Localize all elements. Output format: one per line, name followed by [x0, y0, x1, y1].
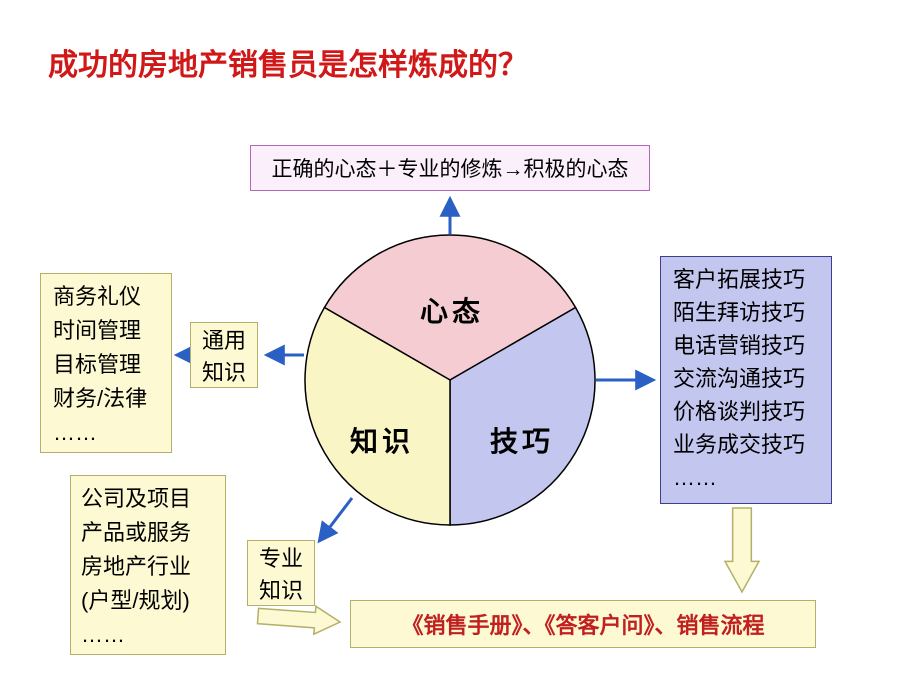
- box-pro-knowledge: 专业知识: [247, 540, 315, 606]
- box-line: 知识: [202, 355, 246, 387]
- pie-slice-label: 知识: [350, 420, 414, 460]
- box-left-topics: 商务礼仪时间管理目标管理财务/法律……: [40, 273, 172, 453]
- box-line: 产品或服务: [81, 516, 191, 550]
- box-line: 交流沟通技巧: [673, 362, 805, 395]
- box-line: 电话营销技巧: [673, 329, 805, 362]
- box-line: 业务成交技巧: [673, 428, 805, 461]
- pie-slice: [305, 308, 450, 526]
- box-line: 公司及项目: [81, 482, 191, 516]
- block-arrow: [725, 508, 759, 592]
- block-arrow: [257, 606, 340, 634]
- box-top-attitude: 正确的心态＋专业的修炼→积极的心态: [250, 145, 650, 191]
- box-line: 价格谈判技巧: [673, 395, 805, 428]
- arrow: [320, 498, 352, 540]
- box-bottom-docs: 《销售手册》、《答客户问》、销售流程: [350, 600, 816, 648]
- box-line: (户型/规划): [81, 584, 190, 618]
- box-line: 专业: [259, 541, 303, 573]
- page-title: 成功的房地产销售员是怎样炼成的？: [48, 40, 528, 84]
- box-line: 房地产行业: [81, 550, 191, 584]
- pie-chart: [305, 235, 595, 525]
- box-line: ……: [53, 416, 97, 450]
- box-line: ……: [81, 618, 125, 652]
- box-line: 通用: [202, 323, 246, 355]
- pie-slice: [450, 308, 595, 526]
- box-line: 陌生拜访技巧: [673, 296, 805, 329]
- pie-slice-label: 心态: [420, 290, 484, 330]
- box-line: 知识: [259, 573, 303, 605]
- box-line: ……: [673, 461, 717, 494]
- box-right-skills: 客户拓展技巧陌生拜访技巧电话营销技巧交流沟通技巧价格谈判技巧业务成交技巧……: [660, 256, 832, 504]
- pie-slice-label: 技巧: [490, 420, 554, 460]
- box-line: 目标管理: [53, 348, 141, 382]
- box-line: 客户拓展技巧: [673, 263, 805, 296]
- box-line: 时间管理: [53, 314, 141, 348]
- box-line: 财务/法律: [53, 382, 147, 416]
- box-general-knowledge: 通用知识: [190, 322, 258, 388]
- box-line: 商务礼仪: [53, 280, 141, 314]
- box-left-topics-2: 公司及项目产品或服务房地产行业(户型/规划)……: [70, 475, 226, 655]
